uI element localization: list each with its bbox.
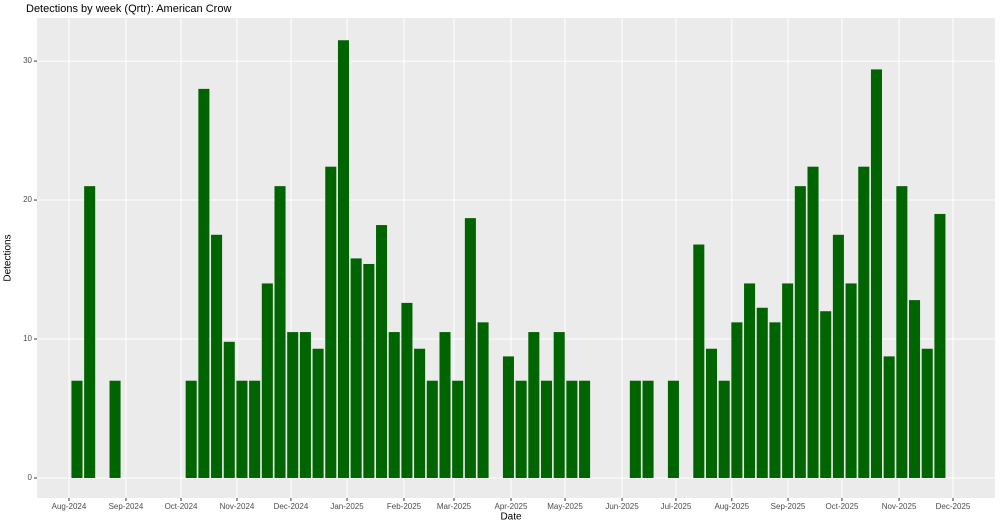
bar bbox=[109, 380, 121, 478]
bar bbox=[84, 186, 96, 478]
bar bbox=[845, 283, 857, 478]
bar bbox=[553, 332, 565, 478]
bar bbox=[667, 380, 679, 478]
bar bbox=[287, 332, 299, 478]
bar bbox=[921, 348, 933, 478]
x-tick-label: Aug-2024 bbox=[52, 502, 87, 511]
y-tick-label: 0 bbox=[28, 473, 33, 482]
bar bbox=[274, 186, 286, 478]
bar bbox=[325, 166, 337, 478]
bar bbox=[566, 380, 578, 478]
bar bbox=[909, 300, 921, 478]
x-tick-label: Sep-2025 bbox=[771, 502, 806, 511]
bar bbox=[782, 283, 794, 478]
x-tick-label: Jan-2025 bbox=[330, 502, 364, 511]
x-tick-label: Sep-2024 bbox=[109, 502, 144, 511]
bar bbox=[794, 186, 806, 478]
bar bbox=[541, 380, 553, 478]
x-tick-label: Oct-2024 bbox=[165, 502, 198, 511]
bar bbox=[642, 380, 654, 478]
bar bbox=[883, 356, 895, 478]
x-tick-label: May-2025 bbox=[547, 502, 583, 511]
x-tick-label: Mar-2025 bbox=[437, 502, 472, 511]
bar bbox=[896, 186, 908, 478]
y-tick-label: 20 bbox=[23, 195, 32, 204]
chart-title: Detections by week (Qrtr): American Crow bbox=[26, 3, 231, 15]
x-tick-label: Nov-2024 bbox=[220, 502, 255, 511]
bar bbox=[452, 380, 464, 478]
bar bbox=[744, 283, 756, 478]
bar bbox=[769, 322, 781, 478]
bar bbox=[807, 166, 819, 478]
bar bbox=[211, 234, 223, 478]
x-tick-label: Dec-2025 bbox=[936, 502, 971, 511]
x-tick-label: Jun-2025 bbox=[605, 502, 639, 511]
bar bbox=[261, 283, 273, 478]
bar bbox=[528, 332, 540, 478]
bar bbox=[515, 380, 527, 478]
y-axis-label: Detections bbox=[3, 234, 14, 281]
bar bbox=[376, 225, 388, 478]
y-tick-label: 30 bbox=[23, 56, 32, 65]
bar bbox=[439, 332, 451, 478]
x-tick-label: Apr-2025 bbox=[495, 502, 528, 511]
bar bbox=[414, 348, 426, 478]
x-tick-label: Jul-2025 bbox=[661, 502, 692, 511]
bar bbox=[820, 311, 832, 478]
bar bbox=[71, 380, 83, 478]
x-tick-label: Dec-2024 bbox=[274, 502, 309, 511]
bar bbox=[198, 88, 210, 478]
bar bbox=[629, 380, 641, 478]
bar bbox=[477, 322, 489, 478]
bar bbox=[312, 348, 324, 478]
bar bbox=[363, 263, 375, 478]
bar bbox=[249, 380, 261, 478]
bar bbox=[934, 213, 946, 478]
bar bbox=[388, 332, 400, 478]
bar bbox=[426, 380, 438, 478]
y-tick-label: 10 bbox=[23, 334, 32, 343]
bar bbox=[464, 218, 476, 478]
bar bbox=[337, 40, 349, 478]
bar bbox=[185, 380, 197, 478]
bar bbox=[731, 322, 743, 478]
bar bbox=[502, 356, 514, 478]
bar bbox=[579, 380, 591, 478]
bar bbox=[870, 69, 882, 478]
bar bbox=[299, 332, 311, 478]
bar bbox=[756, 307, 768, 478]
x-tick-label: Feb-2025 bbox=[387, 502, 422, 511]
x-axis-label: Date bbox=[500, 512, 522, 523]
x-tick-label: Aug-2025 bbox=[714, 502, 749, 511]
bar bbox=[693, 244, 705, 478]
bar bbox=[858, 166, 870, 478]
bar bbox=[236, 380, 248, 478]
bar bbox=[705, 348, 718, 478]
x-tick-label: Oct-2025 bbox=[826, 502, 859, 511]
bar bbox=[350, 258, 362, 478]
bar bbox=[223, 341, 235, 478]
bar bbox=[832, 234, 844, 478]
bar bbox=[401, 302, 413, 478]
x-tick-label: Nov-2025 bbox=[882, 502, 917, 511]
bar bbox=[718, 380, 730, 478]
